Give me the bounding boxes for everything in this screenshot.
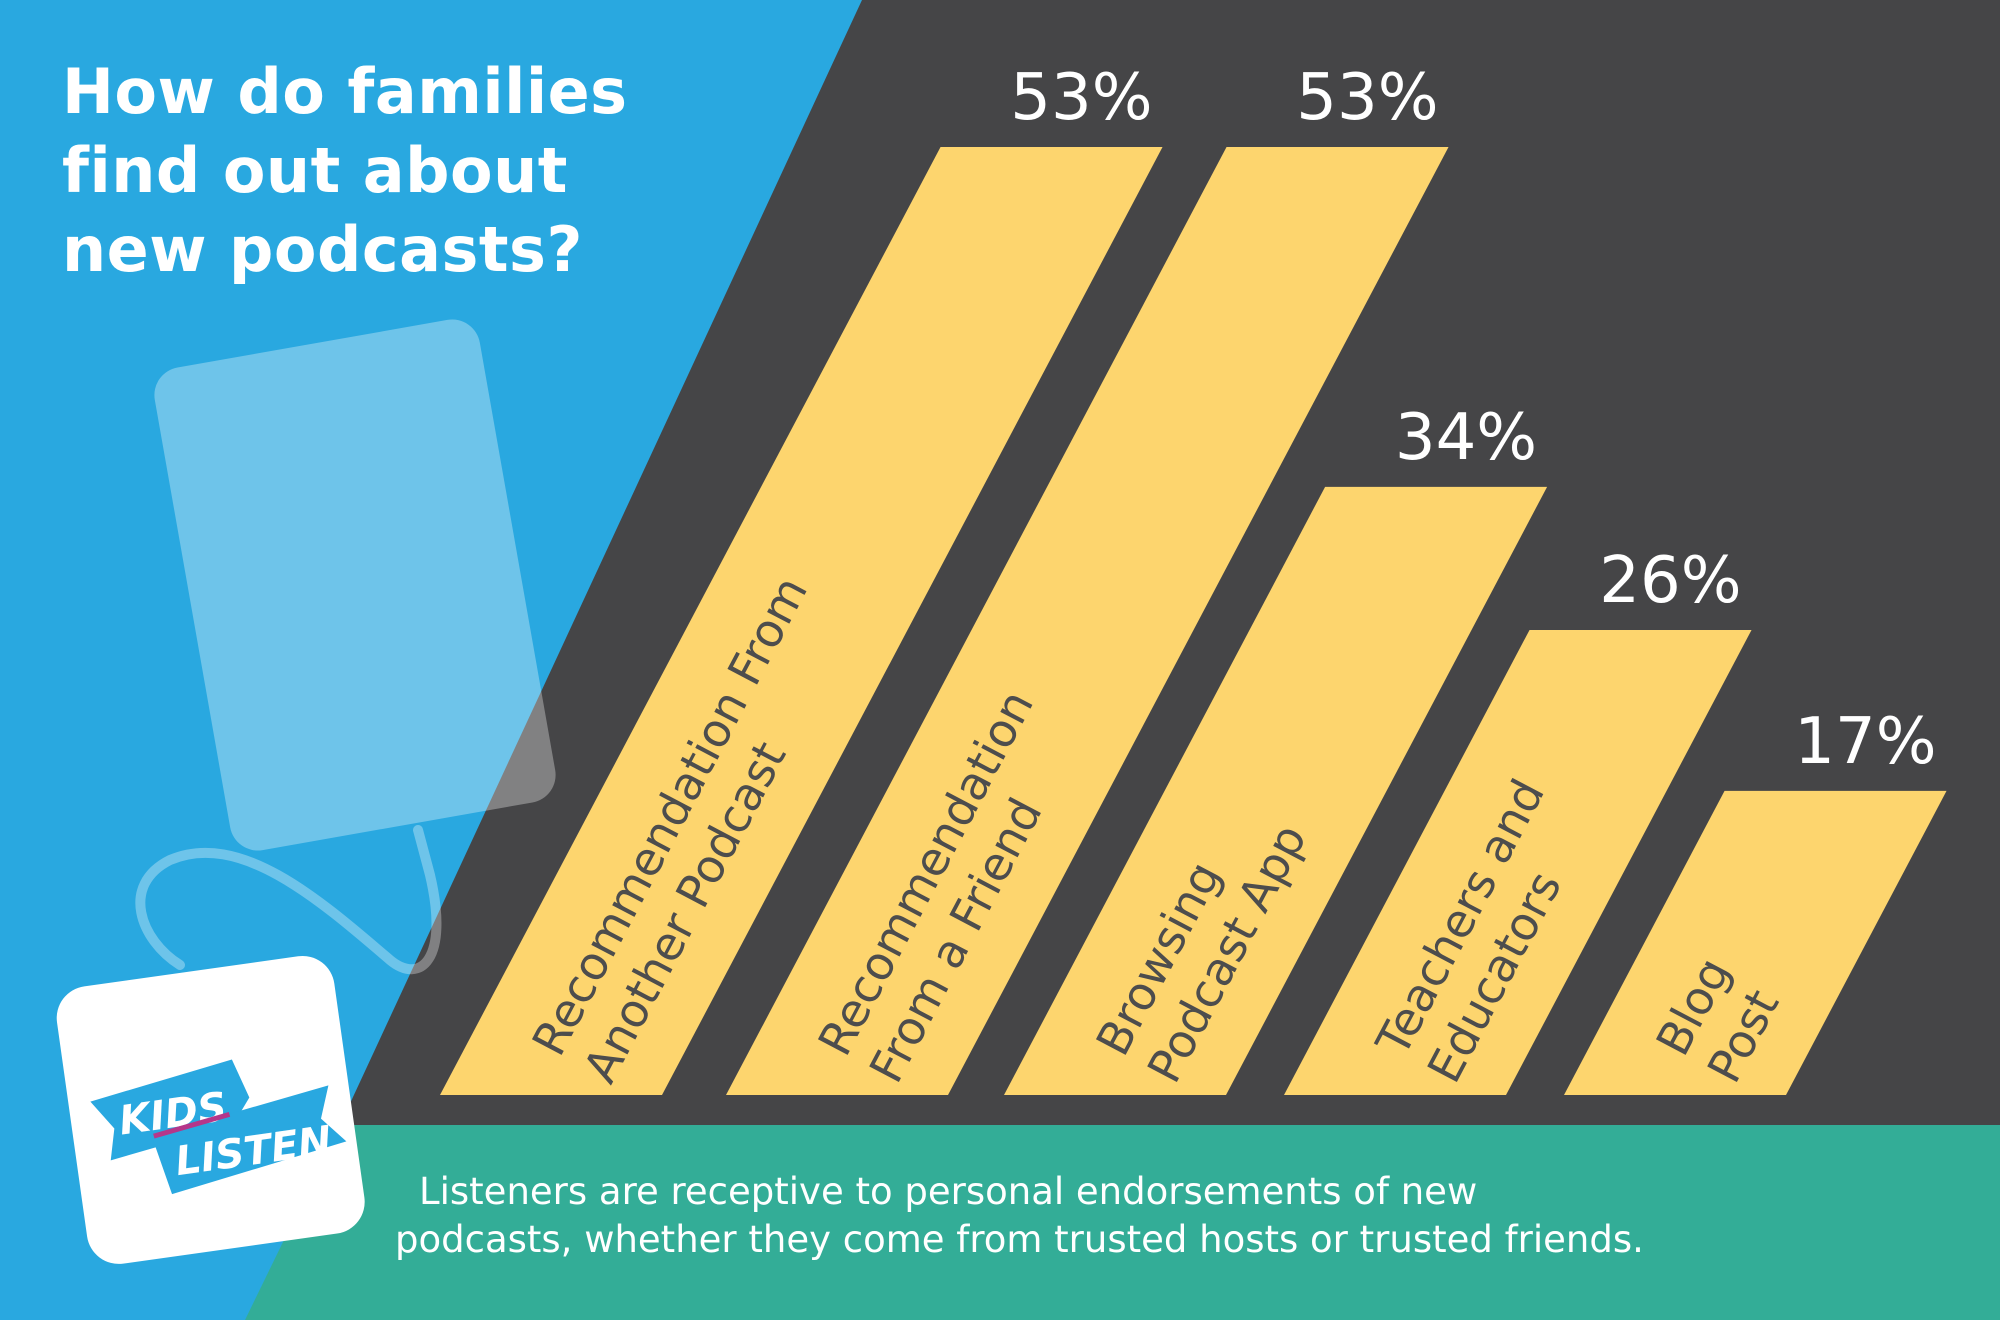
value-label: 53% bbox=[1296, 61, 1438, 135]
phone-key bbox=[281, 409, 360, 486]
phone-key bbox=[428, 733, 506, 810]
value-label-group: 53% 53% 34% 26% 17% bbox=[1010, 61, 1936, 779]
kids-listen-logo: KIDS LISTEN bbox=[56, 955, 365, 1264]
bar bbox=[1004, 486, 1548, 1095]
phone-key bbox=[413, 648, 491, 725]
phone-key bbox=[326, 663, 405, 740]
phone-key bbox=[296, 494, 375, 571]
title-line: How do families bbox=[62, 55, 628, 128]
phone-key bbox=[195, 425, 273, 502]
phone-key bbox=[240, 679, 318, 756]
page-title: How do families find out about new podca… bbox=[62, 52, 702, 289]
caption-line: podcasts, whether they come from trusted… bbox=[395, 1218, 1644, 1261]
bar bbox=[440, 147, 1163, 1095]
title-line: new podcasts? bbox=[62, 213, 583, 286]
phone-key bbox=[398, 564, 476, 640]
caption: Listeners are receptive to personal endo… bbox=[395, 1168, 1815, 1264]
value-label: 26% bbox=[1599, 544, 1741, 618]
phone-key bbox=[311, 579, 390, 656]
value-label: 53% bbox=[1010, 61, 1152, 135]
phone-key bbox=[383, 479, 462, 556]
bar bbox=[726, 147, 1449, 1095]
value-label: 17% bbox=[1794, 705, 1936, 779]
logo-ribbon-bottom bbox=[151, 1085, 347, 1195]
phone-keys bbox=[195, 394, 506, 840]
logo-underline bbox=[153, 1111, 231, 1139]
value-label: 34% bbox=[1395, 401, 1537, 475]
bar bbox=[1564, 790, 1947, 1095]
earphone-cable bbox=[135, 825, 442, 975]
phone-key bbox=[225, 594, 303, 671]
phone-illustration bbox=[135, 319, 556, 975]
logo-ribbon-top bbox=[90, 1059, 250, 1161]
caption-line: Listeners are receptive to personal endo… bbox=[419, 1170, 1478, 1213]
bar bbox=[1284, 629, 1752, 1095]
title-line: find out about bbox=[62, 134, 568, 207]
bar-group bbox=[440, 147, 1947, 1095]
teal-footer-band bbox=[245, 1125, 2000, 1320]
phone-key bbox=[254, 763, 333, 840]
phone-body bbox=[154, 319, 556, 851]
phone-key bbox=[210, 509, 288, 586]
phone-key bbox=[341, 748, 420, 825]
phone-key bbox=[368, 394, 447, 471]
